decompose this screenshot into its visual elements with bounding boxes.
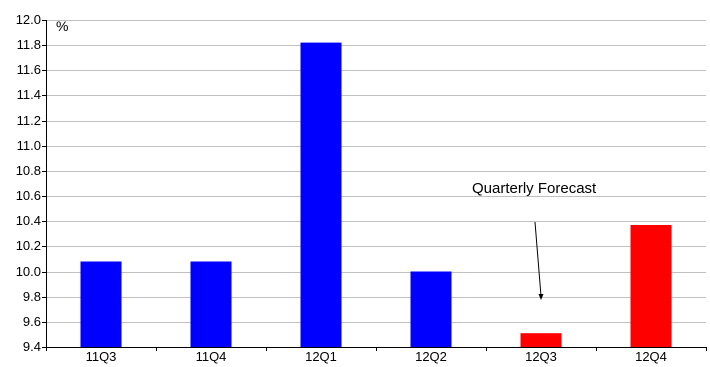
x-tick-label: 12Q4 — [635, 349, 667, 364]
x-tick-label: 11Q4 — [196, 349, 227, 364]
y-tick-label: 10.4 — [16, 213, 41, 228]
y-tick-label: 11.0 — [17, 138, 41, 153]
bar-12Q2 — [410, 271, 452, 347]
x-tick-label: 12Q2 — [415, 349, 447, 364]
y-tick-label: 12.0 — [16, 12, 41, 27]
annotation: Quarterly Forecast — [472, 180, 597, 300]
y-tick-label: 10.2 — [16, 238, 41, 253]
y-tick-label: 11.2 — [17, 113, 41, 128]
y-tick-label: 10.8 — [16, 163, 41, 178]
x-tick-label: 11Q3 — [86, 349, 117, 364]
bar-12Q3 — [520, 333, 562, 347]
y-tick-label: 10.0 — [16, 264, 41, 279]
y-axis-ticks: 9.4 9.6 9.8 10.0 10.2 10.4 10.6 10.8 11.0 11.2 11.… — [16, 12, 46, 354]
y-tick-label: 11.4 — [17, 87, 41, 102]
x-axis-ticks: 11Q3 11Q4 12Q1 12Q2 12Q3 12Q4 — [46, 347, 707, 364]
y-tick-label: 10.6 — [16, 188, 41, 203]
y-axis-unit-label: % — [56, 18, 68, 34]
bar-11Q4 — [190, 261, 232, 347]
annotation-text: Quarterly Forecast — [472, 180, 597, 197]
bar-11Q3 — [80, 261, 122, 347]
axes — [46, 20, 707, 348]
annotation-arrow-head — [538, 294, 544, 300]
y-tick-label: 9.4 — [23, 339, 41, 354]
bars — [80, 42, 672, 347]
y-tick-label: 9.6 — [23, 314, 41, 329]
x-tick-label: 12Q1 — [305, 349, 337, 364]
bar-12Q1 — [300, 42, 342, 347]
y-tick-label: 11.8 — [17, 37, 41, 52]
gridlines — [46, 20, 706, 323]
annotation-arrow-line — [534, 221, 542, 297]
x-tick-label: 12Q3 — [525, 349, 557, 364]
y-tick-label: 11.6 — [17, 62, 41, 77]
bar-12Q4 — [630, 225, 672, 347]
y-tick-label: 9.8 — [23, 289, 41, 304]
